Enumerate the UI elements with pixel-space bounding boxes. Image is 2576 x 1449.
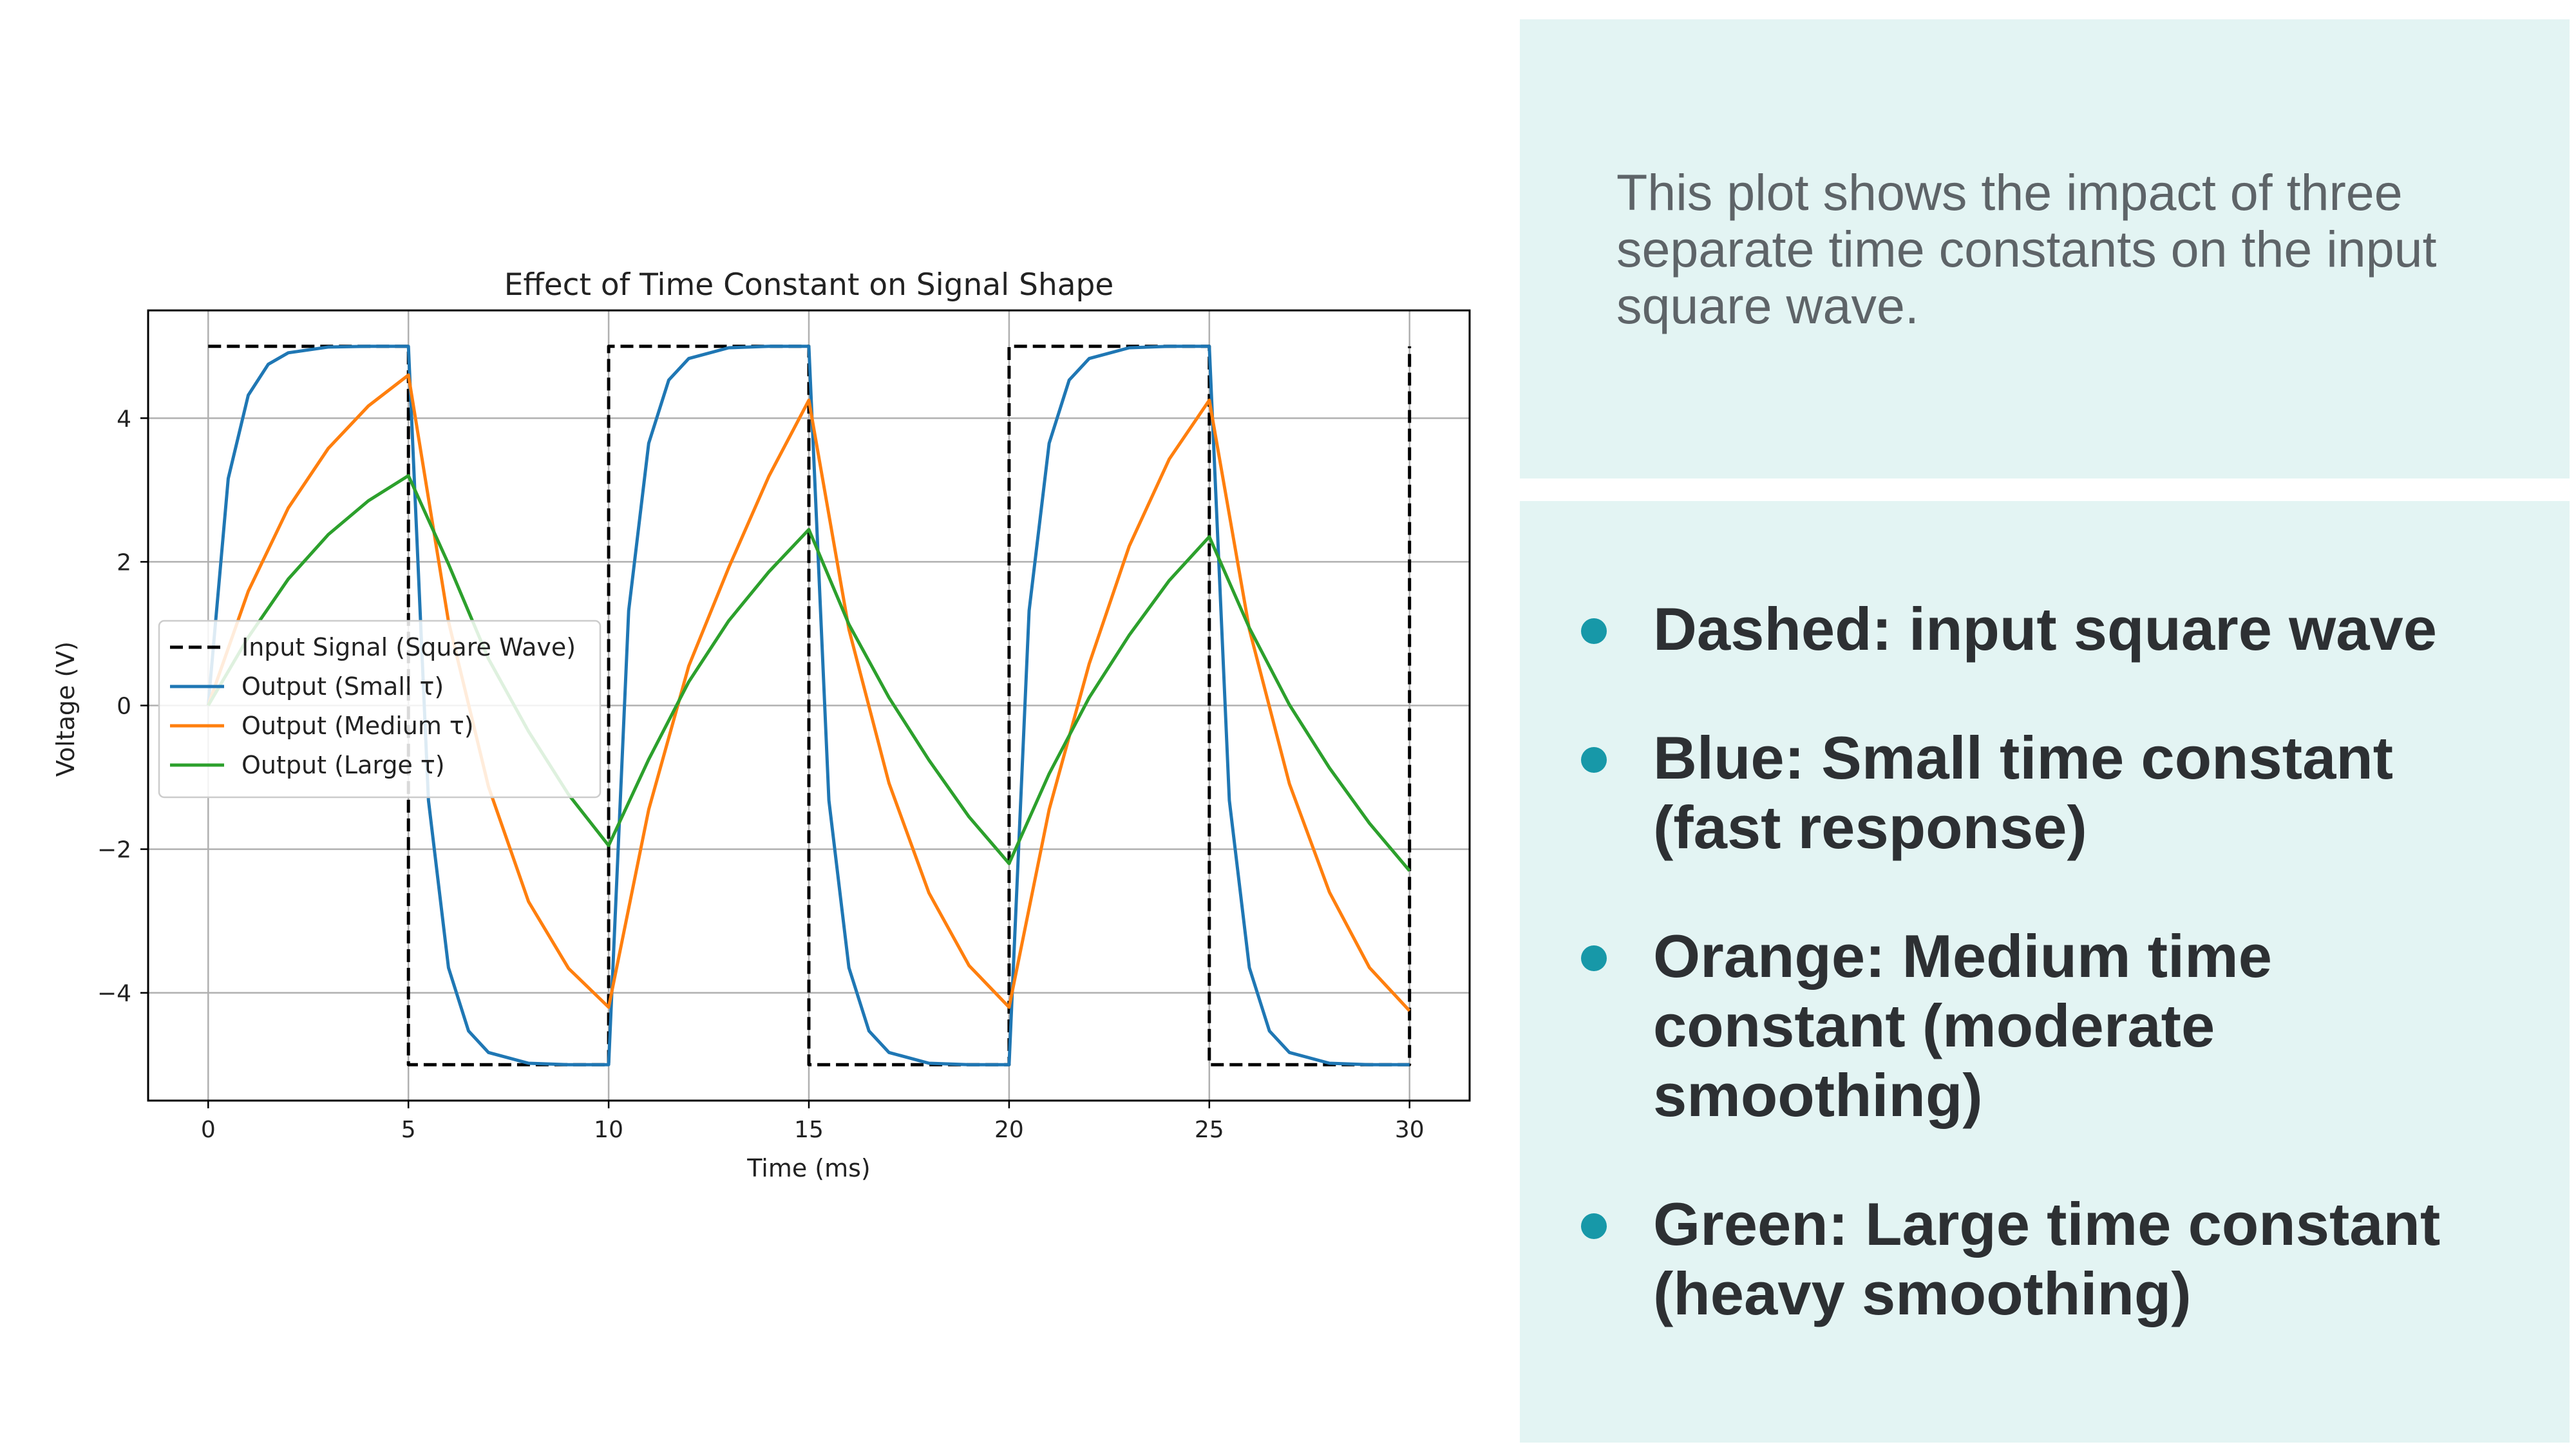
legend-label: Output (Small τ): [242, 672, 444, 701]
plot-frame: [147, 309, 1471, 1102]
x-tick-label: 25: [1195, 1117, 1224, 1143]
legend-label: Output (Medium τ): [242, 712, 474, 740]
legend: Input Signal (Square Wave) Output (Small …: [158, 620, 601, 799]
legend-notes-panel: Dashed: input square wave Blue: Small tim…: [1520, 501, 2570, 1443]
bullet-text: Dashed: input square wave: [1653, 595, 2438, 663]
series-line-0: [208, 345, 1412, 1066]
x-tick-label: 10: [594, 1117, 623, 1143]
bullet-list: Dashed: input square wave Blue: Small tim…: [1581, 594, 2534, 1388]
legend-label: Output (Large τ): [242, 751, 445, 779]
x-tick-label: 20: [994, 1117, 1024, 1143]
y-tick-label: 4: [117, 406, 131, 432]
series-line-1: [206, 345, 1410, 1066]
bullet-text: Blue: Small time constant (fast response…: [1653, 724, 2394, 861]
x-axis-label: Time (ms): [746, 1154, 871, 1182]
series-line-2: [206, 373, 1411, 1012]
x-tick-label: 15: [794, 1117, 824, 1143]
x-tick-label: 5: [401, 1117, 416, 1143]
chart-title: Effect of Time Constant on Signal Shape: [504, 267, 1114, 303]
time-constant-chart: Effect of Time Constant on Signal Shape …: [52, 267, 1471, 1182]
ticks: 0 5 10 15 20 25 30 −4 −2 0 2 4: [97, 406, 1425, 1143]
x-tick-label: 30: [1395, 1117, 1425, 1143]
y-tick-label: 0: [117, 694, 131, 720]
series-line-3: [207, 474, 1411, 872]
chart-area: Effect of Time Constant on Signal Shape …: [52, 267, 1471, 1182]
description-panel: This plot shows the impact of three sepa…: [1520, 19, 2570, 478]
bullet-dot-icon: [1581, 618, 1607, 644]
description-text: This plot shows the impact of three sepa…: [1616, 164, 2437, 334]
y-tick-label: −2: [97, 837, 131, 864]
y-tick-label: −4: [97, 981, 131, 1007]
y-axis-label: Voltage (V): [52, 641, 80, 777]
legend-label: Input Signal (Square Wave): [242, 633, 576, 661]
bullet-text: Green: Large time constant (heavy smooth…: [1653, 1190, 2441, 1327]
y-tick-label: 2: [117, 549, 131, 576]
bullet-item: Orange: Medium time constant (moderate s…: [1581, 922, 2534, 1130]
series-group: [206, 345, 1412, 1066]
bullet-dot-icon: [1581, 747, 1607, 773]
bullet-dot-icon: [1581, 945, 1607, 971]
bullet-dot-icon: [1581, 1213, 1607, 1239]
bullet-text: Orange: Medium time constant (moderate s…: [1653, 922, 2273, 1129]
bullet-item: Dashed: input square wave: [1581, 594, 2534, 664]
legend-box: [158, 620, 601, 799]
bullet-item: Green: Large time constant (heavy smooth…: [1581, 1189, 2534, 1329]
bullet-item: Blue: Small time constant (fast response…: [1581, 723, 2534, 862]
x-tick-label: 0: [201, 1117, 216, 1143]
